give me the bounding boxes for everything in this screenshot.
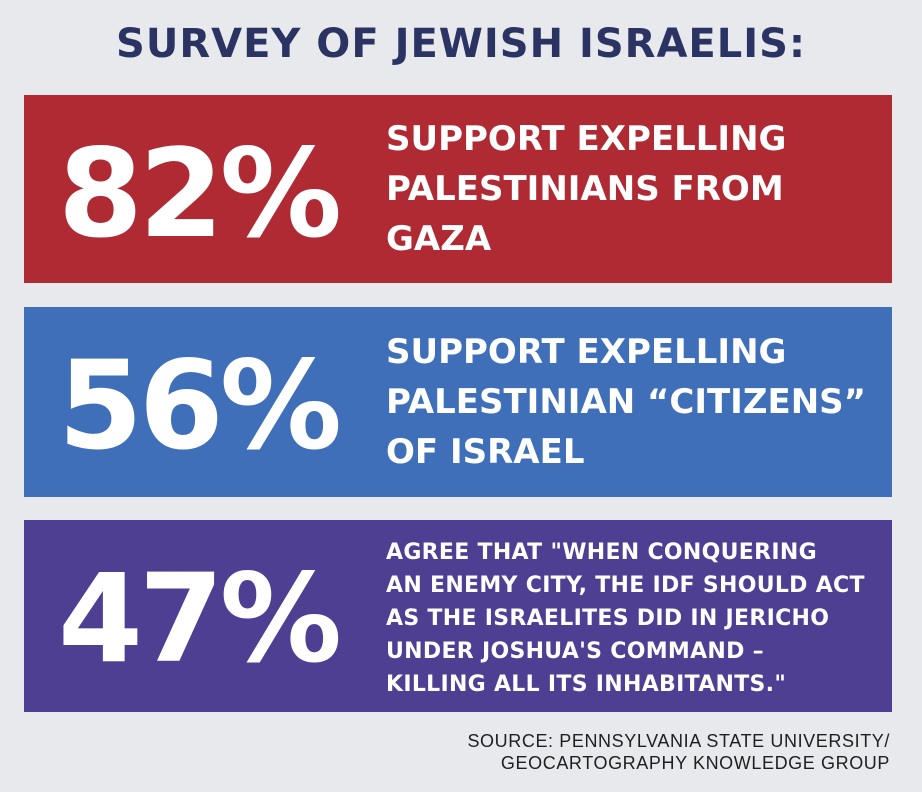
stat-description-line: OF ISRAEL (386, 432, 585, 472)
stat-description-line: SUPPORT EXPELLING (386, 119, 787, 159)
stat-description-line: AGREE THAT "WHEN CONQUERING (386, 540, 817, 565)
stat-description-line: PALESTINIANS FROM (386, 169, 784, 209)
stat-description-line: GAZA (386, 219, 492, 259)
stat-description-line: SUPPORT EXPELLING (386, 332, 787, 372)
stat-description: SUPPORT EXPELLING PALESTINIANS FROM GAZA (386, 114, 876, 264)
stat-description-line: AN ENEMY CITY, THE IDF SHOULD ACT (386, 573, 865, 598)
stat-panel-jericho: 47% AGREE THAT "WHEN CONQUERING AN ENEMY… (24, 520, 892, 712)
stat-description-line: UNDER JOSHUA'S COMMAND – (386, 639, 764, 664)
stat-description: AGREE THAT "WHEN CONQUERING AN ENEMY CIT… (386, 536, 876, 701)
stat-panel-expel-citizens: 56% SUPPORT EXPELLING PALESTINIAN “CITIZ… (24, 307, 892, 497)
stat-description: SUPPORT EXPELLING PALESTINIAN “CITIZENS”… (386, 327, 876, 477)
source-line: GEOCARTOGRAPHY KNOWLEDGE GROUP (500, 753, 890, 773)
stat-panel-expel-gaza: 82% SUPPORT EXPELLING PALESTINIANS FROM … (24, 95, 892, 283)
stat-description-line: PALESTINIAN “CITIZENS” (386, 382, 867, 422)
stat-percent: 47% (58, 548, 342, 690)
source-line: SOURCE: PENNSYLVANIA STATE UNIVERSITY/ (467, 731, 890, 751)
page-title: SURVEY OF JEWISH ISRAELIS: (116, 21, 806, 67)
stat-percent: 56% (58, 335, 342, 477)
stat-percent: 82% (58, 123, 342, 265)
stat-description-line: KILLING ALL ITS INHABITANTS." (386, 672, 787, 697)
source-citation: SOURCE: PENNSYLVANIA STATE UNIVERSITY/ G… (467, 730, 890, 774)
stat-description-line: AS THE ISRAELITES DID IN JERICHO (386, 606, 830, 631)
